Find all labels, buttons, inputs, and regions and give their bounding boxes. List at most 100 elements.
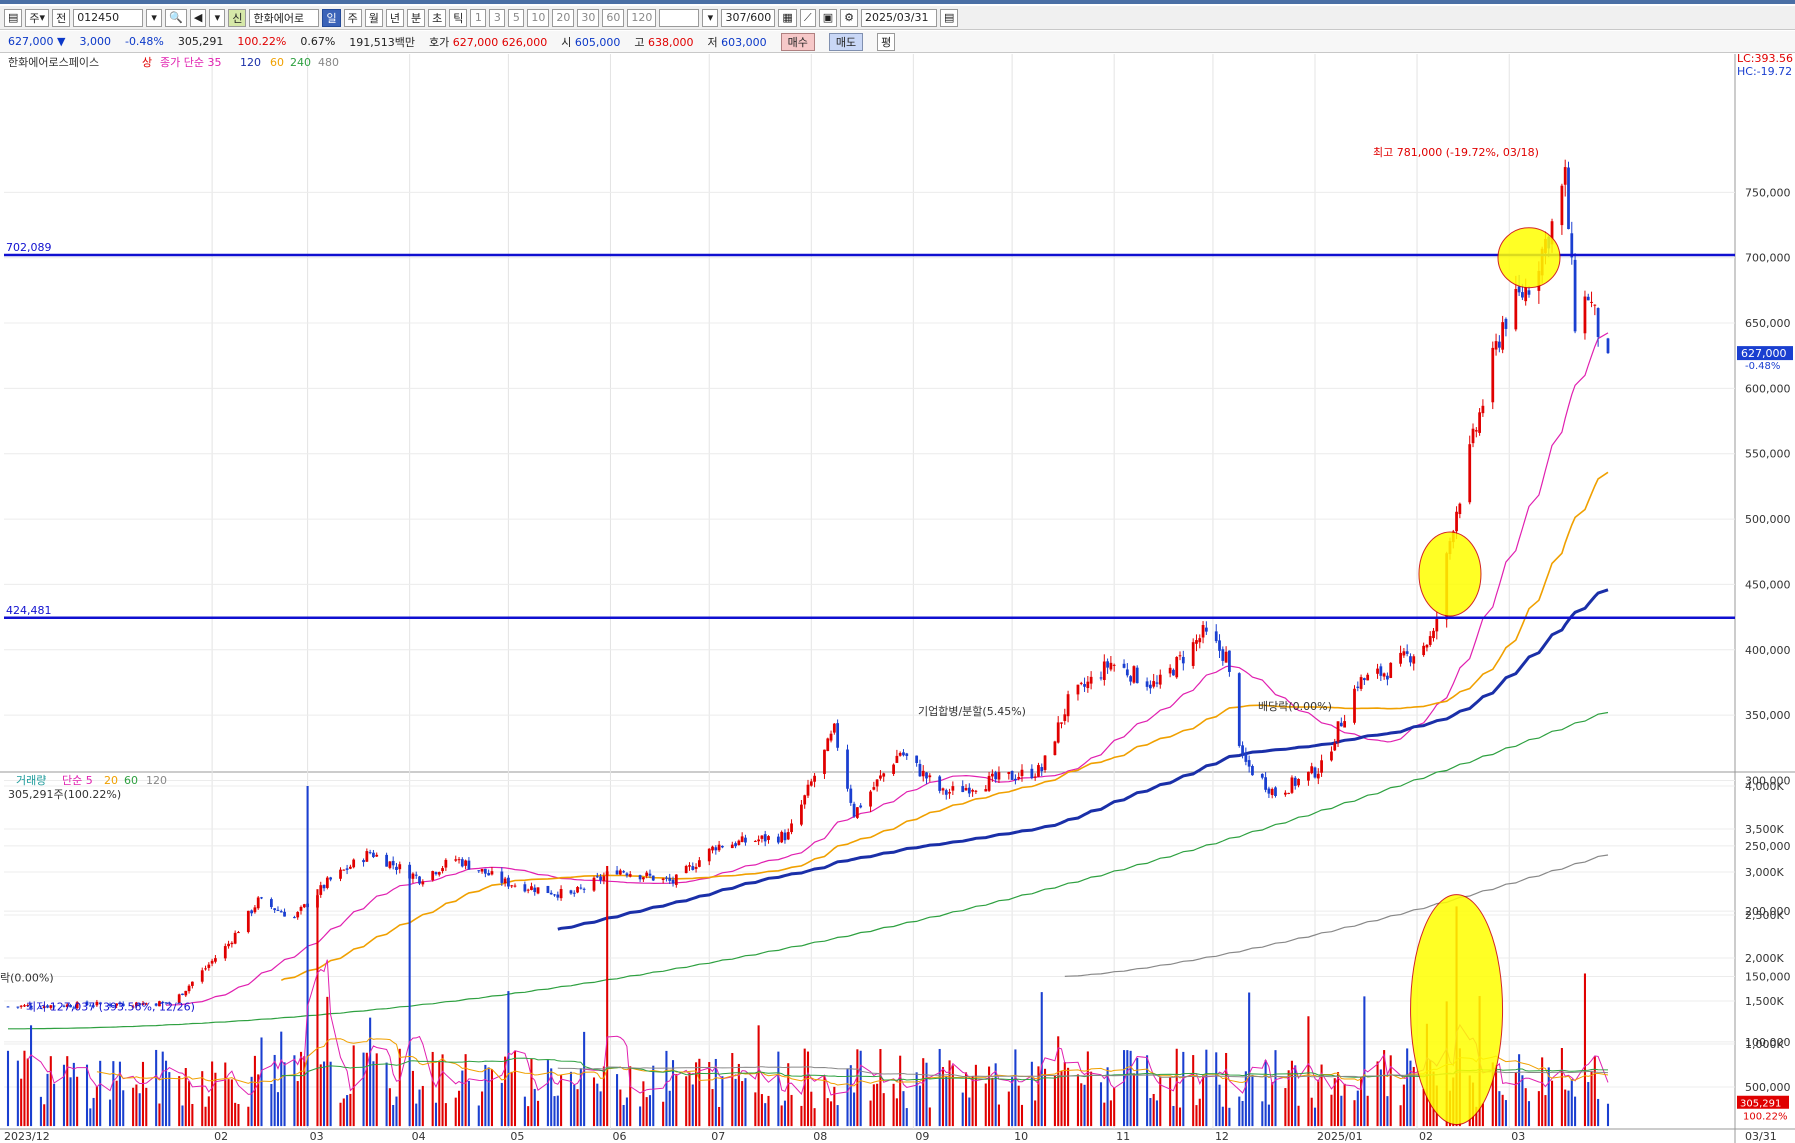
interval-30[interactable]: 30: [577, 8, 600, 27]
period-minute[interactable]: 분: [406, 8, 426, 27]
x-tick-label: 02: [1419, 1130, 1433, 1143]
grid-icon[interactable]: ▦: [778, 8, 797, 27]
candle-body: [1458, 503, 1462, 515]
candle-body: [849, 788, 853, 803]
chart-type-icon[interactable]: ⟋: [799, 8, 816, 27]
candle-body: [1409, 656, 1412, 663]
calendar-icon[interactable]: ▤: [940, 8, 959, 27]
high-label: 고: [634, 35, 645, 49]
sell-button[interactable]: 매도: [828, 32, 864, 51]
volume-bar: [533, 1088, 536, 1127]
volume-bar: [569, 1071, 573, 1127]
volume-legend-item: 단순 5: [62, 774, 93, 787]
candle-body: [421, 881, 425, 885]
data-count[interactable]: 307/600: [721, 8, 776, 27]
interval-1[interactable]: 1: [470, 8, 487, 27]
volume-bar: [1366, 1095, 1369, 1127]
volume-tick-label: 3,500K: [1745, 823, 1784, 836]
candle-body: [1053, 741, 1057, 756]
candle-body: [444, 859, 448, 868]
volume-bar: [260, 1037, 263, 1127]
candle-body: [1313, 767, 1317, 778]
candle-body: [671, 879, 675, 884]
speaker-dropdown-icon[interactable]: ▾: [209, 8, 226, 27]
candle-body: [1195, 640, 1198, 644]
volume-bar: [1606, 1103, 1610, 1127]
market-select[interactable]: 주 ▾: [25, 8, 50, 27]
low-price: 603,000: [721, 35, 767, 49]
legend-item: 240: [290, 56, 311, 69]
candle-body: [753, 840, 757, 842]
volume-bar: [573, 1084, 576, 1127]
period-month[interactable]: 월: [364, 8, 383, 27]
volume-bar: [1040, 992, 1043, 1127]
period-year[interactable]: 년: [385, 8, 404, 27]
volume-bar: [1053, 1075, 1056, 1127]
volume-bar: [1307, 1016, 1310, 1127]
volume-bar: [711, 1089, 714, 1127]
period-day[interactable]: 일: [322, 8, 341, 27]
candle-body: [1362, 678, 1366, 681]
candle-body: [523, 884, 527, 892]
period-tick[interactable]: 틱: [449, 8, 468, 27]
buy-button[interactable]: 매수: [780, 32, 815, 51]
candle-body: [1550, 221, 1554, 245]
volume-bar: [122, 1090, 125, 1127]
price-tick-label: 150,000: [1745, 971, 1791, 984]
candle-body: [961, 786, 965, 793]
candle-body: [1402, 651, 1406, 656]
candle-body: [52, 1005, 56, 1007]
price-title: 한화에어로스페이스: [8, 56, 99, 69]
candle-body: [184, 990, 188, 996]
candle-body: [1474, 430, 1478, 432]
volume-bar: [1297, 1105, 1300, 1127]
candle-body: [121, 1003, 125, 1007]
candle-body: [1593, 304, 1597, 306]
volume-pct: 100.22%: [237, 35, 287, 48]
dividend-annotation: 배당락(0.00%): [1258, 700, 1332, 713]
volume-bar: [1330, 1094, 1333, 1127]
candle-body: [556, 894, 560, 898]
save-icon[interactable]: ▣: [818, 8, 838, 27]
volume-bar: [968, 1097, 971, 1127]
volume-bar: [72, 1062, 75, 1127]
volume-bar: [1333, 1078, 1336, 1127]
volume-bar: [145, 1087, 148, 1127]
candle-body: [711, 846, 714, 851]
interval-custom-input[interactable]: [659, 8, 700, 27]
volume-bar: [688, 1072, 691, 1127]
candle-body: [757, 839, 761, 842]
candle-body: [651, 875, 655, 881]
interval-20[interactable]: 20: [552, 8, 575, 27]
prev-button[interactable]: 전: [52, 8, 71, 27]
search-icon[interactable]: 🔍: [165, 8, 187, 27]
volume-bar: [737, 1063, 740, 1127]
code-dropdown-icon[interactable]: ▾: [146, 8, 163, 27]
volume-bar: [1034, 1100, 1037, 1127]
gear-icon[interactable]: ⚙: [840, 8, 859, 27]
stock-code-input[interactable]: 012450: [73, 8, 144, 27]
date-input[interactable]: 2025/03/31: [861, 8, 938, 27]
legend-item: 상: [142, 56, 152, 69]
interval-10[interactable]: 10: [527, 8, 550, 27]
interval-5[interactable]: 5: [508, 8, 525, 27]
stock-code-value: 012450: [77, 11, 120, 24]
chart-background: [0, 54, 1795, 1143]
interval-120[interactable]: 120: [627, 8, 657, 27]
candle-body: [1264, 777, 1267, 790]
interval-3[interactable]: 3: [489, 8, 506, 27]
volume-bar: [1422, 1088, 1425, 1127]
period-second[interactable]: 초: [428, 8, 447, 27]
price-volume-chart[interactable]: 2023/12 02 03 04 05 06 07 08 09 10 11 12 2025/01 02 03…: [0, 54, 1795, 1143]
interval-dropdown-icon[interactable]: ▾: [702, 8, 719, 27]
volume-bar: [1597, 1098, 1600, 1127]
period-week[interactable]: 주: [343, 8, 362, 27]
interval-60[interactable]: 60: [602, 8, 625, 27]
speaker-icon[interactable]: ◀: [189, 8, 207, 27]
data-count-max: /600: [746, 11, 772, 24]
volume-bar: [1550, 1080, 1554, 1127]
evaluate-button[interactable]: 평: [877, 32, 896, 51]
menu-icon[interactable]: ▤: [4, 8, 23, 27]
candle-body: [714, 847, 718, 851]
candle-body: [688, 865, 691, 867]
